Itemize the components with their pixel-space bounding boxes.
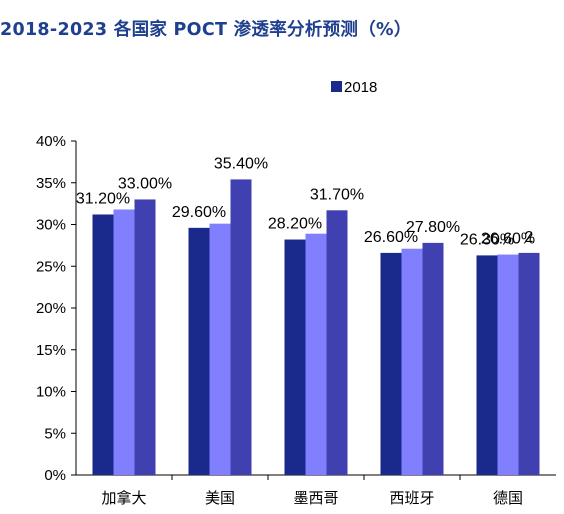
x-tick-label: 西班牙 bbox=[389, 489, 434, 507]
data-label: 31.20% bbox=[76, 190, 130, 207]
bar bbox=[134, 199, 156, 475]
legend-label: 2018 bbox=[344, 79, 377, 96]
bar bbox=[230, 179, 252, 475]
data-label: 29.60% bbox=[172, 204, 226, 221]
chart-title: 2018-2023 各国家 POCT 渗透率分析预测（%） bbox=[0, 20, 412, 40]
y-tick-label: 5% bbox=[44, 425, 66, 442]
bar bbox=[284, 239, 306, 475]
y-tick-label: 20% bbox=[36, 300, 66, 317]
data-label: 33.00% bbox=[118, 175, 172, 192]
bar bbox=[113, 209, 135, 475]
data-label: 2 bbox=[525, 229, 534, 246]
y-tick-label: 25% bbox=[36, 258, 66, 275]
x-tick-label: 美国 bbox=[205, 489, 235, 507]
legend-swatch bbox=[331, 81, 342, 92]
bar bbox=[497, 254, 519, 475]
bar bbox=[401, 248, 423, 475]
x-tick-label: 墨西哥 bbox=[293, 489, 338, 507]
bar bbox=[380, 252, 402, 475]
bar bbox=[326, 210, 348, 475]
data-label: 26.30% bbox=[460, 231, 514, 248]
bar bbox=[92, 214, 114, 476]
y-tick-label: 40% bbox=[36, 133, 66, 150]
y-tick-label: 35% bbox=[36, 175, 66, 192]
data-label: 26.60% bbox=[364, 229, 418, 246]
data-label: 26.60% bbox=[481, 231, 535, 248]
bar bbox=[518, 252, 540, 475]
data-label: 28.20% bbox=[268, 216, 322, 233]
data-label: 27.80% bbox=[406, 219, 460, 236]
y-tick-label: 15% bbox=[36, 342, 66, 359]
y-tick-label: 10% bbox=[36, 384, 66, 401]
bar bbox=[209, 223, 231, 475]
bar bbox=[422, 242, 444, 475]
bar bbox=[305, 233, 327, 475]
y-tick-label: 30% bbox=[36, 217, 66, 234]
bar bbox=[188, 227, 210, 475]
y-tick-label: 0% bbox=[44, 467, 66, 484]
x-tick-label: 德国 bbox=[493, 489, 523, 507]
data-label: 35.40% bbox=[214, 155, 268, 172]
x-tick-label: 加拿大 bbox=[101, 489, 146, 507]
data-label: 31.70% bbox=[310, 186, 364, 203]
bar bbox=[476, 255, 498, 475]
